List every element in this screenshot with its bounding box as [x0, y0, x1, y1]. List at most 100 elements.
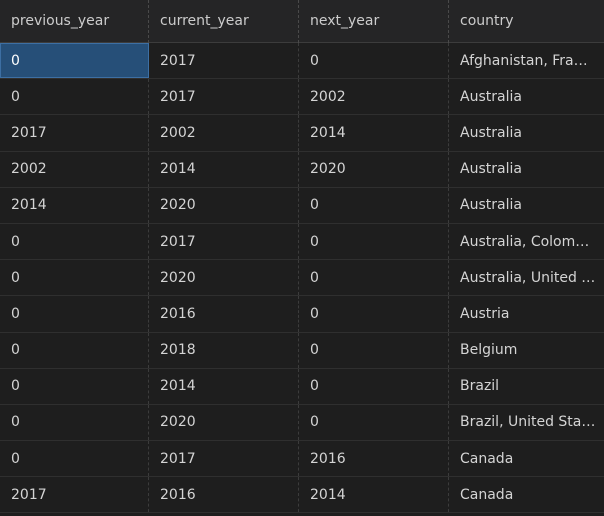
- cell-previous-year[interactable]: 0: [0, 296, 149, 332]
- cell-value: 2017: [160, 52, 196, 69]
- table-row[interactable]: 2002 2014 2020 Australia: [0, 151, 604, 188]
- cell-value: Brazil: [460, 378, 500, 395]
- cell-next-year[interactable]: 0: [299, 368, 449, 404]
- cell-value: 0: [11, 88, 20, 105]
- cell-previous-year[interactable]: 0: [0, 368, 149, 404]
- cell-previous-year[interactable]: 0: [0, 43, 149, 79]
- cell-value: Australia: [460, 197, 522, 214]
- cell-current-year[interactable]: 2020: [149, 404, 299, 441]
- cell-next-year[interactable]: 2002: [299, 79, 449, 115]
- cell-value: 0: [11, 269, 20, 286]
- table-row[interactable]: 0 2017 0 Australia, Colombia: [0, 223, 604, 261]
- cell-value: 0: [11, 414, 20, 431]
- cell-value: 2016: [160, 305, 196, 322]
- cell-country[interactable]: Australia, United States: [449, 260, 604, 295]
- cell-next-year[interactable]: 2020: [299, 151, 449, 187]
- table-row[interactable]: 0 2017 2016 Canada: [0, 441, 604, 478]
- cell-value: 2014: [160, 161, 196, 178]
- column-header-current-year[interactable]: current_year: [149, 0, 299, 43]
- cell-next-year[interactable]: 2014: [299, 115, 449, 151]
- cell-country[interactable]: Brazil, United States: [449, 405, 604, 440]
- cell-value: Belgium: [460, 342, 518, 359]
- cell-previous-year[interactable]: 0: [0, 404, 149, 441]
- cell-country[interactable]: Canada: [449, 441, 604, 476]
- table-row[interactable]: 2014 2020 0 Australia: [0, 187, 604, 224]
- cell-country[interactable]: Australia: [449, 152, 604, 187]
- table-row[interactable]: 0 2016 0 Austria: [0, 296, 604, 333]
- cell-country[interactable]: Brazil: [449, 369, 604, 404]
- table-row[interactable]: 0 2020 0 Australia, United States: [0, 260, 604, 297]
- cell-current-year[interactable]: 2014: [149, 368, 299, 404]
- cell-next-year[interactable]: 0: [299, 260, 449, 296]
- cell-current-year[interactable]: 2017: [149, 43, 299, 79]
- table-row[interactable]: 2017 2002 2014 Australia: [0, 115, 604, 152]
- cell-value: 0: [11, 450, 20, 467]
- cell-value: 2002: [310, 88, 346, 105]
- cell-value: 0: [11, 342, 20, 359]
- column-header-country[interactable]: country: [460, 13, 514, 29]
- cell-value: 0: [11, 305, 20, 322]
- cell-next-year[interactable]: 0: [299, 223, 449, 260]
- cell-next-year[interactable]: 0: [299, 187, 449, 223]
- table-row[interactable]: 0 2020 0 Brazil, United States: [0, 404, 604, 442]
- cell-next-year[interactable]: 0: [299, 43, 449, 79]
- cell-value: Canada: [460, 450, 514, 467]
- cell-current-year[interactable]: 2016: [149, 477, 299, 513]
- cell-current-year[interactable]: 2016: [149, 296, 299, 332]
- cell-previous-year[interactable]: 0: [0, 260, 149, 296]
- cell-next-year[interactable]: 0: [299, 296, 449, 332]
- cell-country[interactable]: Australia, Colombia: [449, 224, 604, 259]
- cell-next-year[interactable]: 0: [299, 332, 449, 368]
- cell-current-year[interactable]: 2020: [149, 187, 299, 223]
- cell-current-year[interactable]: 2017: [149, 441, 299, 477]
- cell-previous-year[interactable]: 2017: [0, 477, 149, 513]
- cell-value: 0: [11, 233, 20, 250]
- cell-previous-year[interactable]: 0: [0, 332, 149, 368]
- cell-next-year[interactable]: 0: [299, 404, 449, 441]
- cell-current-year[interactable]: 2020: [149, 260, 299, 296]
- cell-value: 2018: [160, 342, 196, 359]
- cell-value: 2014: [310, 486, 346, 503]
- cell-country[interactable]: Australia: [449, 188, 604, 223]
- cell-next-year[interactable]: 2016: [299, 441, 449, 477]
- cell-value: 2002: [11, 161, 47, 178]
- cell-current-year[interactable]: 2014: [149, 151, 299, 187]
- column-header-previous-year[interactable]: previous_year: [0, 0, 149, 43]
- cell-current-year[interactable]: 2017: [149, 223, 299, 260]
- cell-previous-year[interactable]: 2002: [0, 151, 149, 187]
- cell-previous-year[interactable]: 2017: [0, 115, 149, 151]
- cell-country[interactable]: Austria: [449, 296, 604, 331]
- table-row[interactable]: 0 2018 0 Belgium: [0, 332, 604, 369]
- cell-value: 0: [310, 414, 319, 431]
- cell-value: 2020: [160, 269, 196, 286]
- table-row[interactable]: 2017 2016 2014 Canada: [0, 477, 604, 514]
- cell-value: Afghanistan, France: [460, 52, 596, 69]
- cell-value: Australia, United States: [460, 269, 596, 286]
- cell-value: 2017: [160, 88, 196, 105]
- cell-value: 2016: [160, 486, 196, 503]
- table-row[interactable]: 0 2017 2002 Australia: [0, 79, 604, 116]
- cell-current-year[interactable]: 2017: [149, 79, 299, 115]
- cell-previous-year[interactable]: 0: [0, 441, 149, 477]
- cell-value: Australia: [460, 161, 522, 178]
- cell-value: 2017: [160, 233, 196, 250]
- cell-value: 0: [310, 305, 319, 322]
- cell-country[interactable]: Australia: [449, 115, 604, 150]
- table-row[interactable]: 0 2017 0 Afghanistan, France: [0, 43, 604, 80]
- cell-previous-year[interactable]: 0: [0, 79, 149, 115]
- cell-value: Australia, Colombia: [460, 233, 596, 250]
- table-row[interactable]: 0 2014 0 Brazil: [0, 368, 604, 405]
- cell-current-year[interactable]: 2002: [149, 115, 299, 151]
- cell-value: 2014: [310, 124, 346, 141]
- column-header-next-year[interactable]: next_year: [299, 0, 449, 43]
- cell-current-year[interactable]: 2018: [149, 332, 299, 368]
- cell-country[interactable]: Canada: [449, 477, 604, 512]
- cell-next-year[interactable]: 2014: [299, 477, 449, 513]
- cell-value: Austria: [460, 305, 510, 322]
- cell-previous-year[interactable]: 0: [0, 223, 149, 260]
- cell-country[interactable]: Australia: [449, 79, 604, 114]
- cell-country[interactable]: Afghanistan, France: [449, 43, 604, 78]
- cell-value: 2014: [160, 378, 196, 395]
- cell-country[interactable]: Belgium: [449, 333, 604, 368]
- cell-previous-year[interactable]: 2014: [0, 187, 149, 223]
